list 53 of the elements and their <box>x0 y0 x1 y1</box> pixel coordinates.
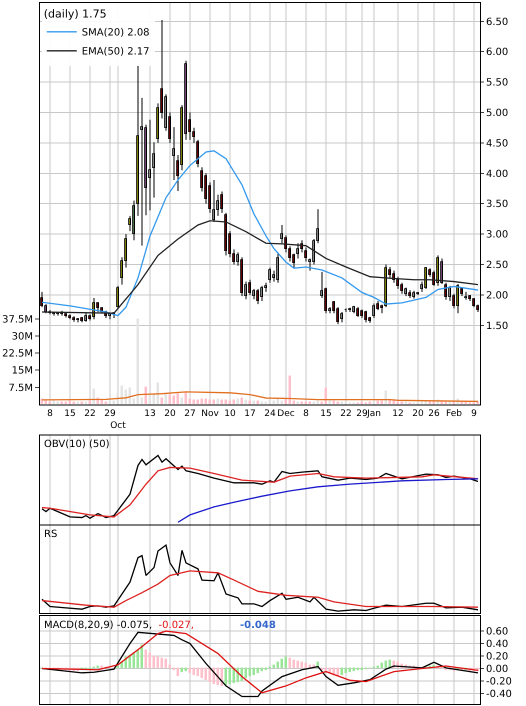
y-tick-label: 5.00 <box>486 108 508 119</box>
legend-label: EMA(50) 2.17 <box>82 46 150 58</box>
x-tick-label: 22 <box>84 409 96 420</box>
text: OBV(10) (50) <box>44 439 110 450</box>
y2-tick-label: 15M <box>12 366 33 377</box>
y-tick-label: 5.50 <box>486 78 508 89</box>
y-tick-label: 2.00 <box>486 290 508 302</box>
x-tick-label: 20 <box>412 409 424 420</box>
y-tick-label: 6.00 <box>486 47 508 58</box>
x-tick-label: 15 <box>64 409 76 420</box>
y-tick-label: 0.20 <box>486 652 508 663</box>
legend-label: SMA(20) 2.08 <box>82 28 150 39</box>
x-tick-label: Feb <box>446 409 462 420</box>
y-tick-label: 2.50 <box>486 260 508 272</box>
series-label: -0.027, <box>158 620 194 631</box>
x-tick-label: Jan <box>366 409 381 420</box>
y-tick-label: 0.00 <box>486 664 508 675</box>
y-tick-label: 4.00 <box>486 168 508 180</box>
x-tick-label: 29 <box>356 409 368 420</box>
y-tick-label: 3.00 <box>486 230 508 241</box>
x-tick-label: Dec <box>277 409 295 420</box>
x-tick-label: 12 <box>392 409 404 420</box>
x-tick-label: 17 <box>244 409 256 420</box>
y2-tick-label: 7.5M <box>8 382 33 394</box>
y-tick-label: 6.50 <box>486 16 508 28</box>
x-tick-label: 10 <box>224 409 236 420</box>
x-tick-label: 29 <box>104 409 116 420</box>
annotation: -0.048 <box>240 620 276 631</box>
x-tick-label: 26 <box>428 409 440 420</box>
x-tick-label: 20 <box>164 409 176 420</box>
x-tick-label: 13 <box>144 409 156 420</box>
text: RS <box>44 529 58 540</box>
chart-title: (daily) 1.75 <box>44 7 107 20</box>
y2-tick-label: 30M <box>12 332 33 342</box>
x-tick-label: Oct <box>110 420 126 431</box>
x-tick-label: 27 <box>184 409 196 420</box>
x-tick-label: 15 <box>320 409 332 420</box>
x-tick-label: 24 <box>264 409 276 420</box>
series-label: MACD(8,20,9) -0.075, <box>44 620 152 631</box>
x-tick-label: 8 <box>47 409 54 420</box>
y2-tick-label: 22.5M <box>2 348 33 360</box>
y-tick-label: 1.50 <box>486 320 508 332</box>
x-tick-label: 8 <box>303 409 310 420</box>
x-tick-label: 22 <box>340 409 352 420</box>
y2-tick-label: 37.5M <box>2 314 33 326</box>
x-tick-label: Nov <box>201 409 220 420</box>
y-tick-label: -0.20 <box>486 676 512 688</box>
y-tick-label: 3.50 <box>486 199 508 210</box>
y-tick-label: 0.40 <box>486 639 508 650</box>
y-tick-label: 0.60 <box>486 626 508 638</box>
y-tick-label: -0.40 <box>486 688 512 700</box>
y-tick-label: 4.50 <box>486 138 508 150</box>
x-tick-label: 9 <box>471 409 478 420</box>
